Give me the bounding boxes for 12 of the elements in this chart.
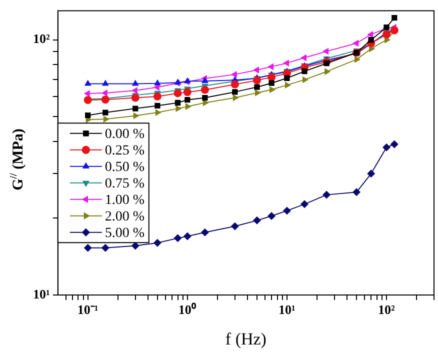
- legend-label: 0.00 %: [104, 127, 145, 142]
- legend-label: 0.75 %: [104, 176, 145, 192]
- legend-label: 1.00 %: [104, 193, 145, 208]
- legend-label: 5.00 %: [104, 226, 145, 242]
- x-tick-label: 10⁻¹: [77, 302, 98, 318]
- x-tick-label: 10⁰: [178, 302, 196, 318]
- x-tick-label: 10¹: [278, 302, 296, 318]
- x-tick-label: 10²: [378, 302, 396, 318]
- legend-label: 0.50 %: [104, 160, 145, 176]
- legend-label: 2.00 %: [104, 210, 145, 225]
- legend-label: 0.25 %: [104, 144, 145, 159]
- x-axis-title: f (Hz): [225, 329, 266, 348]
